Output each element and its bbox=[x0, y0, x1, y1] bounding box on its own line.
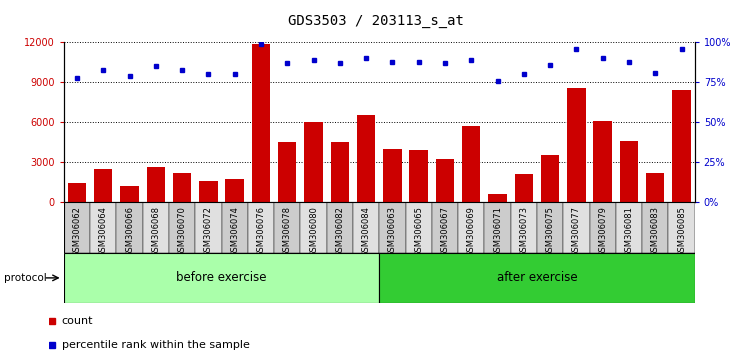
Bar bbox=[642, 202, 668, 253]
Bar bbox=[514, 174, 533, 202]
Bar bbox=[620, 141, 638, 202]
Bar bbox=[563, 202, 590, 253]
Bar bbox=[590, 202, 616, 253]
Text: GSM306083: GSM306083 bbox=[651, 206, 659, 257]
Text: GSM306069: GSM306069 bbox=[467, 206, 475, 257]
Bar bbox=[199, 181, 218, 202]
Bar bbox=[436, 159, 454, 202]
Bar bbox=[225, 179, 244, 202]
Text: GSM306063: GSM306063 bbox=[388, 206, 397, 257]
Bar bbox=[409, 150, 428, 202]
Bar bbox=[300, 202, 327, 253]
Bar bbox=[68, 183, 86, 202]
Bar bbox=[616, 202, 642, 253]
Text: GSM306080: GSM306080 bbox=[309, 206, 318, 257]
Bar bbox=[248, 202, 274, 253]
Text: GSM306066: GSM306066 bbox=[125, 206, 134, 257]
Bar bbox=[668, 202, 695, 253]
Bar bbox=[357, 115, 376, 202]
Text: count: count bbox=[62, 316, 93, 326]
Text: GSM306067: GSM306067 bbox=[441, 206, 449, 257]
Bar bbox=[646, 172, 665, 202]
Text: GSM306064: GSM306064 bbox=[99, 206, 107, 257]
Bar bbox=[274, 202, 300, 253]
Bar bbox=[537, 202, 563, 253]
Text: GSM306072: GSM306072 bbox=[204, 206, 213, 257]
Bar bbox=[406, 202, 432, 253]
Text: after exercise: after exercise bbox=[496, 272, 578, 284]
Text: GDS3503 / 203113_s_at: GDS3503 / 203113_s_at bbox=[288, 14, 463, 28]
Text: GSM306084: GSM306084 bbox=[362, 206, 370, 257]
Text: GSM306078: GSM306078 bbox=[283, 206, 291, 257]
Text: GSM306085: GSM306085 bbox=[677, 206, 686, 257]
Bar bbox=[304, 122, 323, 202]
Bar bbox=[488, 194, 507, 202]
Text: protocol: protocol bbox=[4, 273, 47, 283]
Text: GSM306062: GSM306062 bbox=[73, 206, 81, 257]
Text: GSM306065: GSM306065 bbox=[415, 206, 423, 257]
Text: GSM306075: GSM306075 bbox=[546, 206, 554, 257]
Bar bbox=[353, 202, 379, 253]
Bar bbox=[120, 186, 139, 202]
Bar bbox=[116, 202, 143, 253]
Bar bbox=[541, 155, 559, 202]
Bar bbox=[90, 202, 116, 253]
Bar bbox=[173, 172, 192, 202]
Bar bbox=[567, 88, 586, 202]
Bar bbox=[169, 202, 195, 253]
Bar bbox=[222, 202, 248, 253]
Text: GSM306081: GSM306081 bbox=[625, 206, 633, 257]
Bar bbox=[143, 202, 169, 253]
Text: percentile rank within the sample: percentile rank within the sample bbox=[62, 340, 249, 350]
Text: GSM306073: GSM306073 bbox=[520, 206, 528, 257]
Bar bbox=[64, 253, 379, 303]
Bar bbox=[672, 90, 691, 202]
Text: before exercise: before exercise bbox=[176, 272, 267, 284]
Bar bbox=[379, 202, 406, 253]
Bar bbox=[146, 167, 165, 202]
Text: GSM306076: GSM306076 bbox=[257, 206, 265, 257]
Text: GSM306077: GSM306077 bbox=[572, 206, 581, 257]
Bar bbox=[252, 44, 270, 202]
Text: GSM306082: GSM306082 bbox=[336, 206, 344, 257]
Bar bbox=[484, 202, 511, 253]
Text: GSM306068: GSM306068 bbox=[152, 206, 160, 257]
Bar bbox=[94, 169, 113, 202]
Bar bbox=[458, 202, 484, 253]
Bar bbox=[64, 202, 90, 253]
Text: GSM306079: GSM306079 bbox=[599, 206, 607, 257]
Bar bbox=[593, 121, 612, 202]
Bar bbox=[462, 126, 481, 202]
Bar bbox=[330, 142, 349, 202]
Bar bbox=[278, 142, 297, 202]
Text: GSM306071: GSM306071 bbox=[493, 206, 502, 257]
Bar bbox=[511, 202, 537, 253]
Bar bbox=[379, 253, 695, 303]
Bar bbox=[195, 202, 222, 253]
Text: GSM306070: GSM306070 bbox=[178, 206, 186, 257]
Text: GSM306074: GSM306074 bbox=[231, 206, 239, 257]
Bar bbox=[327, 202, 353, 253]
Bar bbox=[432, 202, 458, 253]
Bar bbox=[383, 149, 402, 202]
